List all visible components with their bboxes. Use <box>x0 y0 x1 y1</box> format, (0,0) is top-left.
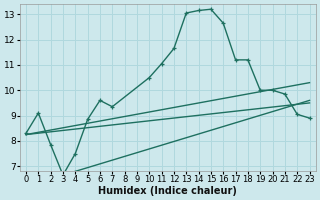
X-axis label: Humidex (Indice chaleur): Humidex (Indice chaleur) <box>98 186 237 196</box>
